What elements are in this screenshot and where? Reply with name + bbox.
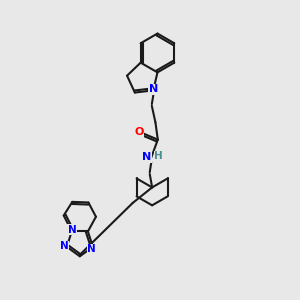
Text: N: N bbox=[68, 225, 77, 235]
Text: N: N bbox=[60, 241, 69, 251]
Text: O: O bbox=[134, 127, 143, 137]
Text: H: H bbox=[154, 151, 163, 161]
Text: N: N bbox=[142, 152, 152, 162]
Text: N: N bbox=[149, 85, 158, 94]
Text: N: N bbox=[87, 244, 96, 254]
